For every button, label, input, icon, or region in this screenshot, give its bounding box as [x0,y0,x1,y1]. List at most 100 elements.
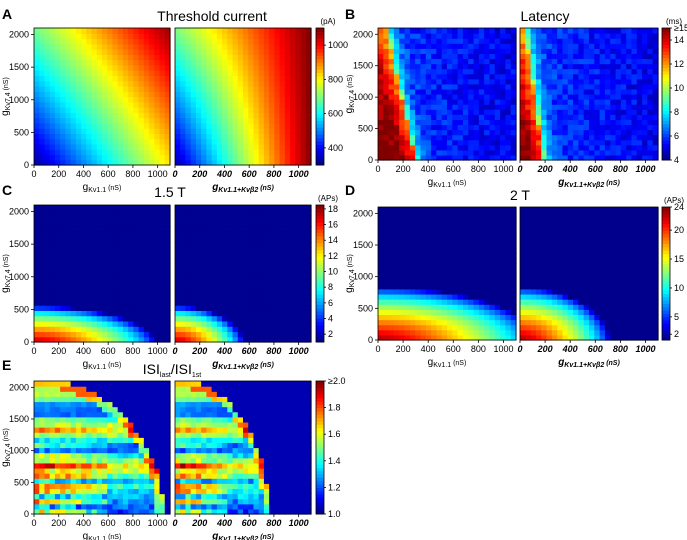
heatmap-cell [195,262,202,269]
heatmap-cell [404,119,411,126]
heatmap-cell [284,143,291,150]
heatmap-cell [60,59,66,66]
colorbar-step [662,143,670,148]
heatmap-cell [65,28,72,34]
heatmap-cell [263,294,270,301]
colorbar-step [316,314,324,319]
heatmap-cell [468,43,475,49]
heatmap-cell [510,154,517,161]
heatmap-cell [631,134,638,141]
heatmap-cell [484,43,491,49]
heatmap-cell [128,70,134,77]
heatmap-cell [227,75,234,82]
heatmap-cell [180,305,187,311]
heatmap-cell [636,119,643,126]
heatmap-cell [478,247,485,254]
heatmap-cell [96,154,103,161]
heatmap-cell [34,215,40,222]
heatmap-cell [610,109,617,115]
heatmap-cell [232,210,239,217]
heatmap-cell [388,99,395,105]
heatmap-cell [489,304,496,310]
heatmap-cell [484,139,491,146]
heatmap-cell [505,58,512,65]
heatmap-cell [652,109,659,115]
heatmap-cell [175,257,181,264]
heatmap-cell [573,53,579,60]
heatmap-cell [500,43,506,49]
heatmap-cell [143,43,150,50]
heatmap-cell [49,91,56,98]
heatmap-cell [557,144,564,151]
heatmap-cell [473,293,480,300]
heatmap-cell [636,134,643,141]
heatmap-cell [34,315,40,322]
heatmap-cell [431,324,437,331]
heatmap-cell [107,336,114,343]
heatmap-cell [290,205,296,211]
heatmap-cell [457,114,464,120]
heatmap-cell [393,329,400,336]
heatmap-cell [60,143,66,150]
heatmap-cell [195,54,202,61]
heatmap-cell [457,43,464,49]
heatmap-cell [409,43,416,49]
heatmap-cell [284,231,291,238]
heatmap-cell [279,38,286,45]
heatmap-cell [620,94,627,100]
heatmap-cell [122,262,129,269]
heatmap-cell [279,117,286,124]
colorbar-tick-label: ≥15 [674,23,687,33]
heatmap-cell [248,80,255,87]
heatmap-cell [462,293,469,300]
heatmap-cell [420,324,427,331]
heatmap-cell [122,112,129,119]
colorbar-step [316,96,324,101]
heatmap-cell [546,83,553,90]
heatmap-cell [567,78,574,85]
heatmap-cell [201,210,207,217]
heatmap-cell [441,33,448,39]
heatmap-cell [81,33,87,40]
heatmap-cell [447,38,453,44]
heatmap-cell [457,48,464,54]
heatmap-cell [128,278,134,285]
heatmap-cell [81,159,87,166]
heatmap-cell [128,226,134,232]
heatmap-cell [452,83,459,90]
heatmap-cell [175,28,181,34]
heatmap-cell [573,149,579,156]
heatmap-cell [305,247,312,254]
heatmap-cell [269,133,275,140]
heatmap-cell [383,222,390,229]
heatmap-cell [211,49,218,55]
heatmap-cell [195,122,202,129]
heatmap-cell [237,49,244,55]
heatmap-cell [510,149,517,156]
heatmap-cell [494,222,501,229]
heatmap-cell [34,241,40,248]
heatmap-cell [279,294,286,301]
heatmap-cell [290,133,296,140]
heatmap-cell [274,159,281,166]
heatmap-cell [589,68,595,75]
heatmap-cell [39,331,46,338]
heatmap-cell [128,315,134,322]
heatmap-cell [70,28,77,34]
heatmap-cell [436,63,443,70]
heatmap-cell [195,231,202,238]
heatmap-cell [263,143,270,150]
heatmap-cell [75,326,82,333]
heatmap-cell [420,63,427,70]
heatmap-cell [206,96,213,103]
heatmap-cell [279,336,286,343]
heatmap-cell [65,215,72,222]
heatmap-cell [49,278,56,285]
heatmap-cell [263,289,270,296]
heatmap-cell [248,143,255,150]
heatmap-cell [642,38,648,44]
colorbar-step [662,130,670,135]
heatmap-cell [190,159,197,166]
heatmap-cell [107,28,114,34]
heatmap-cell [54,210,61,217]
